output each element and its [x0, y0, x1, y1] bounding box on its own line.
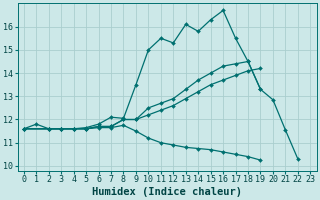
X-axis label: Humidex (Indice chaleur): Humidex (Indice chaleur) — [92, 186, 242, 197]
